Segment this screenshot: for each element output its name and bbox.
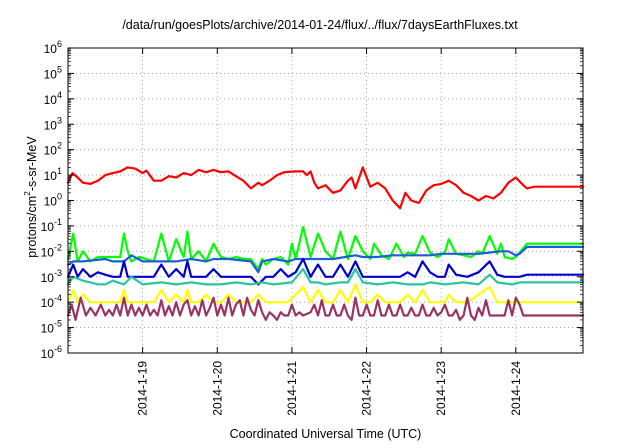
y-tick-exponent: 6 [57,39,62,49]
y-tick-label: 101 [44,166,62,183]
x-tick-label: 2014-1-23 [434,361,448,416]
y-label-suffix: -s-sr-MeV [25,136,40,192]
series-line-2 [66,226,585,271]
y-tick-label: 100 [44,192,62,209]
y-tick-exponent: 2 [57,141,62,151]
y-tick-exponent: 1 [57,166,62,176]
x-tick-label: 2014-1-24 [509,361,523,416]
series-line-1 [66,166,585,210]
y-tick-label: 105 [44,64,62,81]
y-tick-exponent: -3 [54,268,62,278]
y-tick-label: 104 [44,90,62,107]
y-tick-label: 102 [44,141,62,158]
x-axis-label: Coordinated Universal Time (UTC) [229,427,422,441]
y-tick-exponent: -5 [54,319,62,329]
y-tick-exponent: 3 [57,115,62,125]
y-tick-exponent: 4 [57,90,62,100]
y-tick-label: 10-6 [41,344,62,361]
y-tick-label: 103 [44,115,62,132]
y-label-exponent: 2 [21,191,32,196]
series-line-4 [66,257,585,286]
plot-frame [67,47,584,354]
y-label-base: protons/cm [25,195,40,258]
y-tick-label: 10-3 [41,268,62,285]
series-line-7 [66,296,585,321]
y-tick-exponent: 0 [57,192,62,202]
series-line-6 [66,283,585,304]
y-tick-labels: 10-610-510-410-310-210-11001011021031041… [41,39,62,361]
y-tick-exponent: -6 [54,344,62,354]
y-tick-label: 10-1 [41,217,62,234]
series-group [66,166,585,321]
x-tick-label: 2014-1-19 [136,361,150,416]
x-tick-labels: 2014-1-19 2014-1-20 2014-1-21 2014-1-22 2014… [136,361,523,416]
y-tick-label: 106 [44,39,62,56]
y-tick-exponent: -1 [54,217,62,227]
x-tick-label: 2014-1-20 [210,361,224,416]
y-tick-exponent: -4 [54,293,62,303]
grid [68,48,583,353]
chart-title: /data/run/goesPlots/archive/2014-01-24/f… [122,18,518,32]
series-line-5 [66,268,585,286]
y-tick-exponent: 5 [57,64,62,74]
y-tick-label: 10-2 [41,242,62,259]
y-tick-exponent: -2 [54,242,62,252]
axes [67,47,584,354]
x-tick-label: 2014-1-22 [360,361,374,416]
y-axis-label: protons/cm2-s-sr-MeV [21,136,40,258]
x-tick-label: 2014-1-21 [285,361,299,416]
series-line-3 [66,245,585,274]
y-tick-label: 10-4 [41,293,62,310]
y-tick-label: 10-5 [41,319,62,336]
